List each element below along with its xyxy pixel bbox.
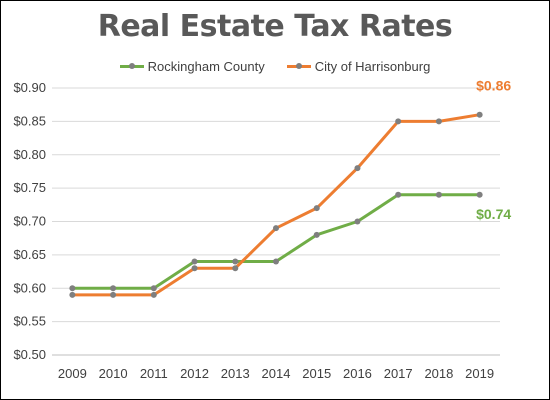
data-point [232,265,239,272]
data-point [354,218,361,225]
x-tick-label: 2018 [424,366,453,381]
data-point [150,285,157,292]
data-point [476,111,483,118]
legend-swatch-rockingham-county [119,62,144,69]
chart-title: Real Estate Tax Rates [97,9,453,44]
end-value-label: $0.86 [476,78,511,94]
series-line-0 [72,193,480,290]
y-tick-label: $0.60 [13,280,46,295]
data-point [273,225,279,232]
y-tick-label: $0.80 [13,147,46,162]
y-tick-label: $0.55 [13,314,46,329]
legend-swatch-city-of-harrisonburg [286,62,311,69]
legend: Rockingham County City of Harrisonburg [1,59,549,74]
data-point [313,231,320,238]
x-tick-label: 2010 [99,366,128,381]
legend-item-city-of-harrisonburg: City of Harrisonburg [286,59,431,74]
data-point [150,291,157,298]
y-tick-label: $0.65 [13,247,46,262]
series-line-1 [72,113,480,297]
x-tick-label: 2019 [465,366,494,381]
data-point [232,258,239,265]
data-point [69,291,76,298]
x-tick-label: 2009 [58,366,87,381]
x-tick-label: 2016 [343,366,372,381]
data-point [395,118,402,125]
data-point [354,165,361,172]
y-tick-label: $0.75 [13,180,46,195]
y-tick-label: $0.50 [13,347,46,362]
legend-label-rockingham-county: Rockingham County [147,59,265,74]
x-tick-label: 2014 [262,366,291,381]
data-point [110,291,117,298]
data-point [191,258,198,265]
legend-item-rockingham-county: Rockingham County [119,59,265,74]
data-point [110,285,117,292]
x-tick-label: 2013 [221,366,250,381]
data-point [476,191,483,198]
data-point [435,118,442,125]
x-tick-label: 2011 [140,366,168,381]
data-point [395,191,402,198]
data-point [191,265,198,272]
data-point [313,205,320,212]
x-tick-label: 2015 [302,366,331,381]
y-tick-label: $0.85 [13,113,46,128]
data-point [69,285,76,292]
legend-label-city-of-harrisonburg: City of Harrisonburg [314,59,431,74]
data-point [435,191,442,198]
x-tick-label: 2017 [384,366,413,381]
data-point [273,258,279,265]
end-value-label: $0.74 [476,206,511,222]
x-tick-label: 2012 [180,366,209,381]
y-tick-label: $0.90 [13,80,46,95]
y-tick-label: $0.70 [13,214,46,229]
